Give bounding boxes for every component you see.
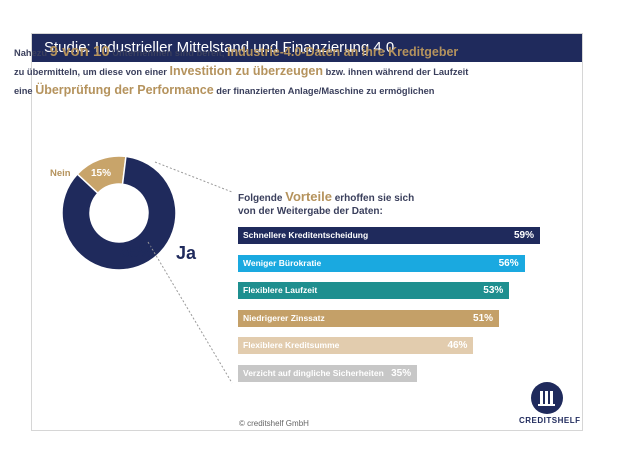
intro-text: Nahezu 9 von 10 Unternehmen sind bereit,… — [14, 43, 544, 100]
donut-value-nein: 15% — [91, 168, 112, 179]
intro-text-2c: bzw. ihnen während der Laufzeit — [325, 67, 469, 77]
bar-chart-subtitle: Folgende Vorteile erhoffen sie sich von … — [238, 190, 414, 218]
intro-text-1c: Unternehmen sind bereit, — [112, 48, 227, 58]
intro-text-3a: eine — [14, 86, 36, 96]
page-title: Studie: Industrieller Mittelstand und Fi… — [32, 34, 582, 62]
bar-label: Niedrigerer Zinssatz — [243, 312, 325, 323]
subhead-d: von der Weitergabe der Daten: — [238, 206, 383, 217]
bar-2: Weniger Bürokratie 56% — [238, 254, 525, 272]
bar-value: 53% — [483, 285, 504, 296]
intro-highlight-performance: Überprüfung der Performance — [35, 83, 214, 97]
intro-text-2a: zu übermitteln, um diese von einer — [14, 67, 170, 77]
bar-1: Schnellere Kreditentscheidung 59% — [238, 227, 540, 244]
intro-highlight-investition: Investition zu überzeugen — [169, 64, 324, 78]
bar-label: Weniger Bürokratie — [243, 257, 322, 268]
intro-text-3c: der finanzierten Anlage/Maschine zu ermö… — [216, 86, 435, 96]
intro-highlight-daten: Industrie-4.0-Daten an ihre Kreditgeber — [226, 45, 459, 59]
copyright: © creditshelf GmbH — [239, 419, 309, 428]
bar-value: 56% — [498, 257, 519, 269]
bar-label: Flexiblere Kreditsumme — [243, 340, 340, 350]
bar-value: 46% — [447, 340, 468, 351]
bar-label: Schnellere Kreditentscheidung — [243, 230, 369, 240]
logo-text: CREDITSHELF — [519, 416, 581, 425]
donut-label-nein: Nein — [50, 168, 71, 179]
subhead-a: Folgende — [238, 193, 286, 204]
intro-highlight-9von10: 9 von 10 — [49, 43, 110, 60]
subhead-c: erhoffen sie sich — [331, 193, 415, 204]
creditshelf-logo: CREDITSHELF — [519, 382, 580, 428]
bar-label: Verzicht auf dingliche Sicherheiten — [243, 367, 384, 378]
bar-3: Flexiblere Laufzeit 53% — [238, 282, 510, 299]
bar-4: Niedrigerer Zinssatz 51% — [238, 309, 500, 327]
bar-value: 35% — [391, 367, 412, 379]
bar-label: Flexiblere Laufzeit — [243, 285, 318, 295]
donut-label-ja: Ja — [176, 243, 197, 263]
subhead-vorteile: Vorteile — [285, 189, 332, 204]
bar-5: Flexiblere Kreditsumme 46% — [238, 337, 474, 354]
logo-icon — [531, 382, 563, 414]
bar-value: 51% — [473, 312, 494, 324]
bar-value: 59% — [513, 230, 534, 241]
bar-6: Verzicht auf dingliche Sicherheiten 35% — [238, 364, 418, 382]
donut-value-ja: 85% — [120, 242, 155, 261]
intro-text-1a: Nahezu — [14, 48, 50, 58]
